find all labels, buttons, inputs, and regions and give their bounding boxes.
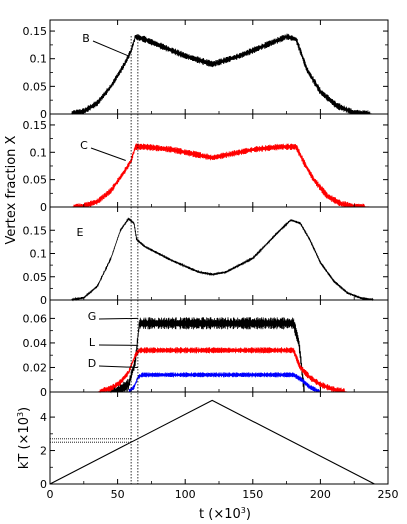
panel-5: 0 2 4 0 50 100 150 200 250 kT (×103) xyxy=(16,391,399,501)
x-tick-label: 200 xyxy=(310,488,331,501)
x-tick-label: 150 xyxy=(242,488,263,501)
series-line-1 xyxy=(50,217,388,302)
annotation-pointer xyxy=(98,317,138,320)
y-tick-label: 0 xyxy=(40,386,47,399)
x-tick-label: 250 xyxy=(378,488,399,501)
y-tick-label: 0 xyxy=(40,294,47,307)
x-tick-label: 50 xyxy=(111,488,125,501)
kt-axis-label-exponent: 3 xyxy=(16,412,25,417)
kt-axis-label-close: ) xyxy=(17,407,32,412)
series-line-1 xyxy=(50,317,388,394)
panel-3: 0 0.05 0.1 0.15 E xyxy=(23,206,389,307)
x-tick-label: 0 xyxy=(47,488,54,501)
panel-4: 0 0.02 0.04 0.06 GLD xyxy=(23,299,389,399)
marker-vertical-lines xyxy=(130,36,139,484)
annotation-pointer xyxy=(90,147,126,161)
y-tick-label: 4 xyxy=(40,411,47,424)
y-tick-label: 0.1 xyxy=(30,248,48,261)
y-tick-label: 0.1 xyxy=(30,53,48,66)
kt-axis-label: kT (×103) xyxy=(16,407,32,469)
y-tick-label: 0.05 xyxy=(23,271,48,284)
panel-2: 0 0.05 0.1 0.15 C xyxy=(23,113,389,214)
y-tick-label: 0 xyxy=(40,108,47,121)
y-tick-label: 2 xyxy=(40,445,47,458)
panel-1: 0 0.05 0.1 0.15 B xyxy=(23,19,389,121)
x-tick-label: 100 xyxy=(175,488,196,501)
annotation-label: E xyxy=(77,226,84,239)
y-tick-label: 0 xyxy=(40,478,47,491)
x-axis-label-exponent: 3 xyxy=(241,506,246,515)
panel-frame xyxy=(49,391,389,485)
y-tick-label: 0.05 xyxy=(23,174,48,187)
x-axis-label-text: t (×10 xyxy=(199,507,241,522)
annotation-pointer xyxy=(98,365,138,368)
y-tick-label: 0 xyxy=(40,201,47,214)
series-line-1 xyxy=(50,143,388,208)
y-tick-label: 0.15 xyxy=(23,119,48,132)
annotation-label: G xyxy=(88,310,97,323)
y-tick-label: 0.06 xyxy=(23,312,48,325)
panel-frame xyxy=(49,113,389,208)
y-axis-label: Vertex fraction X xyxy=(4,135,19,244)
annotation-label: L xyxy=(89,336,96,349)
y-tick-label: 0.04 xyxy=(23,337,48,350)
y-tick-label: 0.02 xyxy=(23,361,48,374)
y-tick-label: 0.05 xyxy=(23,80,48,93)
series-line-1 xyxy=(49,399,375,485)
panel-frame xyxy=(49,299,389,393)
x-axis-label-close: ) xyxy=(246,507,251,522)
x-axis-label: t (×103) xyxy=(199,506,251,522)
y-tick-label: 0.1 xyxy=(30,146,48,159)
y-tick-label: 0.15 xyxy=(23,25,48,38)
kt-axis-label-text: kT (×10 xyxy=(17,417,32,469)
panel-frame xyxy=(49,206,389,301)
annotation-label: D xyxy=(88,357,96,370)
y-tick-label: 0.15 xyxy=(23,224,48,237)
annotation-label: C xyxy=(80,139,88,152)
annotation-label: B xyxy=(82,32,90,45)
series-line-1 xyxy=(50,33,388,115)
series-line-2 xyxy=(50,347,388,394)
annotation-pointer xyxy=(92,40,129,57)
